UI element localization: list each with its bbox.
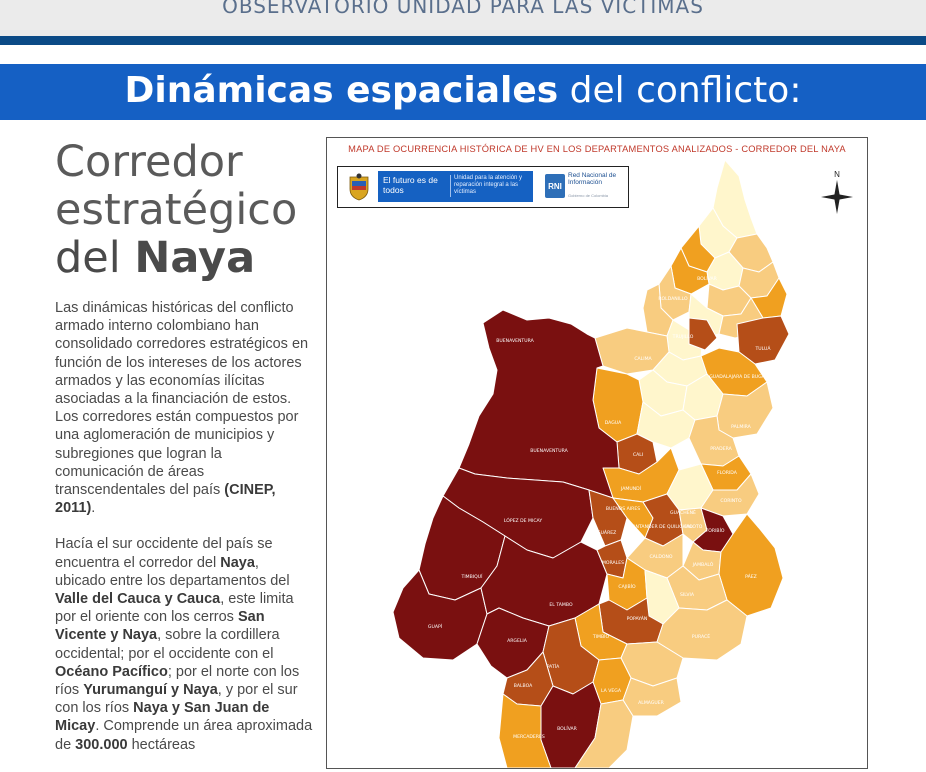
heading-line-2: estratégico (55, 185, 298, 235)
heading-line-3-prefix: del (55, 233, 135, 283)
paragraph-1-end: . (91, 500, 96, 517)
heading-line-1: Corredor (55, 137, 243, 187)
header-divider (0, 36, 926, 45)
p2-bold: Naya (220, 554, 255, 571)
north-arrow-icon: N (821, 170, 853, 214)
map-canvas (392, 159, 790, 768)
map-title: MAPA DE OCURRENCIA HISTÓRICA DE HV EN LO… (348, 144, 846, 154)
p2-bold: Valle del Cauca y Cauca (55, 591, 221, 608)
p2-bold: Yurumanguí y Naya (83, 682, 218, 699)
logo-strip: El futuro es de todos Unidad para la ate… (337, 166, 629, 208)
top-header-bar: OBSERVATORIO UNIDAD PARA LAS VÍCTIMAS (0, 0, 926, 36)
logo-unit: Unidad para la atención y reparación int… (454, 175, 523, 195)
logo-slogan: El futuro es de todos (383, 175, 438, 195)
rni-logo: RNI Red Nacional de Información Gobierno… (543, 171, 627, 202)
unidad-victimas-logo: El futuro es de todos Unidad para la ate… (378, 171, 533, 202)
colombia-shield-icon (349, 173, 369, 201)
p2-text: , y por el sur con los ríos (55, 682, 298, 717)
p2-bold: Océano Pacífico (55, 663, 168, 680)
paragraph-2: Hacía el sur occidente del país se encue… (55, 535, 313, 753)
article-body: Las dinámicas históricas del conflicto a… (55, 299, 313, 772)
section-title-rest: del conflicto: (558, 70, 802, 111)
p2-text: ; por el norte con los ríos (55, 663, 300, 699)
rni-subtitle: Gobierno de Colombia (568, 193, 609, 198)
p2-text: , sobre la cordillera occidental; por el… (55, 627, 280, 662)
citation: (CINEP, 2011) (55, 482, 276, 517)
region-almaguer (622, 677, 682, 717)
article-heading: Corredor estratégico del Naya (55, 138, 325, 282)
p2-text: , ubicado entre los departamentos del (55, 554, 290, 589)
rni-icon: RNI (545, 174, 565, 198)
p2-text: . Comprende un área aproximada de (55, 718, 313, 753)
observatorio-title: OBSERVATORIO UNIDAD PARA LAS VÍCTIMAS (222, 0, 704, 18)
p2-bold: 300.000 (75, 736, 128, 753)
heading-line-3: del Naya (55, 234, 325, 282)
section-banner (0, 64, 926, 120)
p2-text: hectáreas (127, 736, 196, 753)
section-title-bold: Dinámicas espaciales (124, 70, 559, 111)
rni-title: Red Nacional de Información (568, 172, 617, 186)
map-figure: MAPA DE OCURRENCIA HISTÓRICA DE HV EN LO… (326, 137, 868, 769)
svg-text:RNI: RNI (548, 182, 562, 191)
p2-bold: Naya y San Juan de Micay (55, 700, 270, 735)
p2-text: Hacía el sur occidente del país se encue… (55, 536, 273, 571)
section-title: Dinámicas espaciales del conflicto: (0, 70, 926, 111)
region-guapi (392, 569, 488, 661)
heading-naya: Naya (134, 233, 256, 283)
region-north-m (688, 317, 718, 351)
paragraph-1: Las dinámicas históricas del conflicto a… (55, 299, 313, 517)
north-label: N (834, 170, 840, 179)
p2-text: , este limita por el oriente con los cer… (55, 591, 294, 626)
paragraph-1-text: Las dinámicas históricas del conflicto a… (55, 300, 309, 499)
p2-bold: San Vicente y Naya (55, 609, 265, 644)
logo-separator (450, 175, 451, 197)
region-buenaventura (458, 309, 620, 499)
